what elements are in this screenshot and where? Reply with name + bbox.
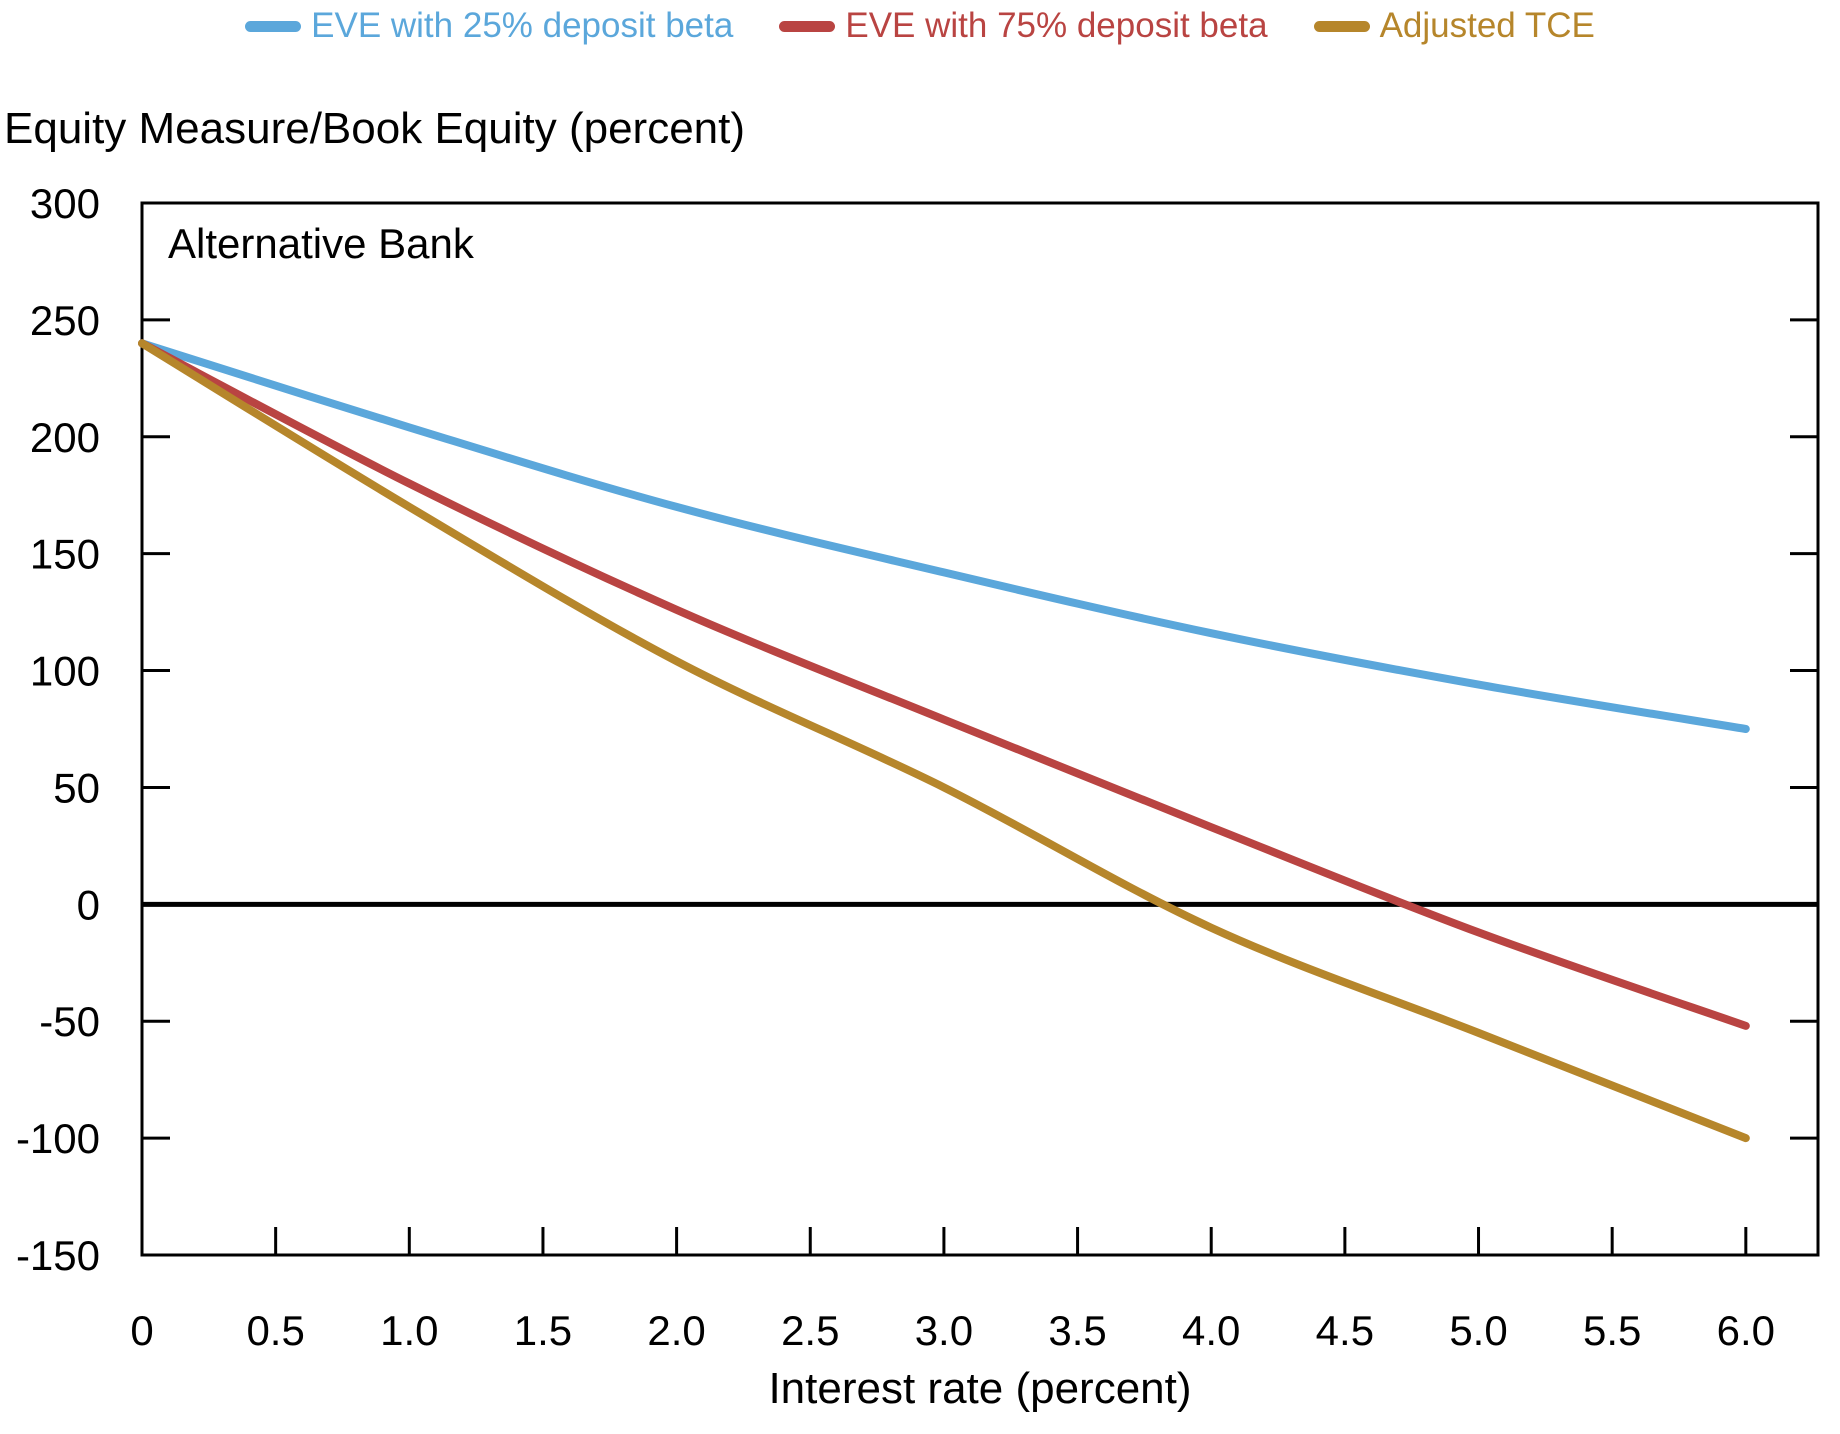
x-tick-label: 5.5 (1583, 1307, 1641, 1354)
y-tick-label: 200 (30, 414, 100, 461)
x-tick-label: 2.0 (647, 1307, 705, 1354)
series-line-adjusted-tce (138, 339, 1750, 1143)
x-tick-label: 2.5 (781, 1307, 839, 1354)
y-tick-label: -100 (16, 1115, 100, 1162)
legend-label-eve-75: EVE with 75% deposit beta (845, 6, 1268, 45)
x-axis-title: Interest rate (percent) (768, 1364, 1192, 1413)
x-tick-label: 4.0 (1182, 1307, 1240, 1354)
x-tick-label: 3.0 (915, 1307, 973, 1354)
x-tick-label: 4.5 (1316, 1307, 1374, 1354)
chart-annotation: Alternative Bank (168, 220, 474, 267)
y-tick-label: 300 (30, 180, 100, 227)
y-tick-label: 0 (77, 881, 100, 928)
x-tick-label: 1.5 (514, 1307, 572, 1354)
legend-item-eve-75: EVE with 75% deposit beta (779, 2, 1268, 50)
x-tick-label: 0.5 (246, 1307, 304, 1354)
plot-border (140, 201, 1820, 1257)
x-tick-label: 5.0 (1449, 1307, 1507, 1354)
legend-item-adjusted-tce: Adjusted TCE (1313, 2, 1595, 50)
y-tick-label: 250 (30, 297, 100, 344)
series-line-eve-with-25-deposit-beta (138, 339, 1750, 733)
legend: EVE with 25% deposit beta EVE with 75% d… (0, 2, 1840, 50)
legend-swatch-icon (1313, 20, 1370, 32)
x-tick-label: 6.0 (1717, 1307, 1775, 1354)
y-tick-label: -150 (16, 1232, 100, 1279)
legend-item-eve-25: EVE with 25% deposit beta (245, 2, 733, 50)
x-tick-label: 0 (130, 1307, 153, 1354)
x-tick-label: 3.5 (1048, 1307, 1106, 1354)
legend-swatch-icon (779, 20, 836, 32)
legend-label-eve-25: EVE with 25% deposit beta (311, 6, 734, 45)
y-tick-label: 150 (30, 531, 100, 578)
legend-label-adjusted-tce: Adjusted TCE (1379, 6, 1595, 45)
legend-swatch-icon (245, 20, 302, 32)
y-axis-title: Equity Measure/Book Equity (percent) (4, 104, 746, 153)
x-tick-label: 1.0 (380, 1307, 438, 1354)
series-line-eve-with-75-deposit-beta (138, 339, 1750, 1030)
y-tick-label: 100 (30, 648, 100, 695)
y-tick-label: 50 (53, 764, 100, 811)
y-tick-label: -50 (39, 998, 100, 1045)
